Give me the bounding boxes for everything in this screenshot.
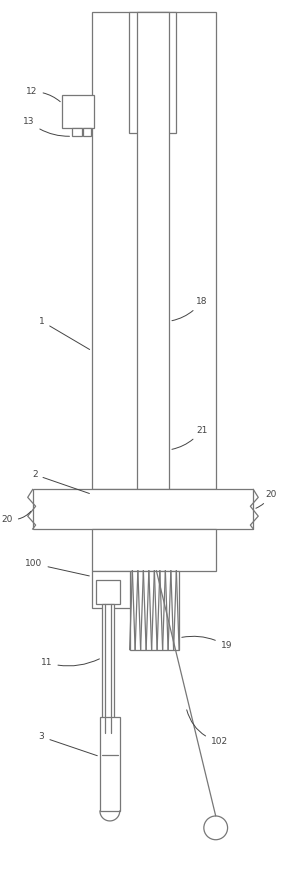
Bar — [130, 571, 179, 649]
Bar — [72, 128, 82, 136]
Bar — [92, 12, 216, 489]
Text: 19: 19 — [182, 636, 232, 650]
Text: 18: 18 — [172, 297, 207, 321]
Text: 21: 21 — [172, 426, 207, 449]
Bar — [62, 94, 94, 128]
Text: 20: 20 — [1, 511, 31, 524]
Text: 13: 13 — [23, 117, 69, 136]
Bar — [83, 128, 91, 136]
Text: 11: 11 — [41, 658, 99, 667]
Bar — [137, 12, 169, 489]
Bar — [100, 717, 120, 811]
Text: 12: 12 — [26, 87, 60, 101]
Bar — [92, 571, 130, 608]
Text: 102: 102 — [187, 710, 228, 746]
Text: 100: 100 — [25, 559, 89, 576]
Text: 2: 2 — [32, 470, 89, 494]
Text: 20: 20 — [256, 490, 276, 509]
Bar — [102, 604, 114, 733]
Bar — [96, 580, 120, 604]
Bar — [33, 489, 253, 529]
Bar — [129, 12, 176, 133]
Bar — [92, 529, 216, 571]
Text: 1: 1 — [39, 316, 90, 350]
Text: 3: 3 — [39, 732, 97, 756]
